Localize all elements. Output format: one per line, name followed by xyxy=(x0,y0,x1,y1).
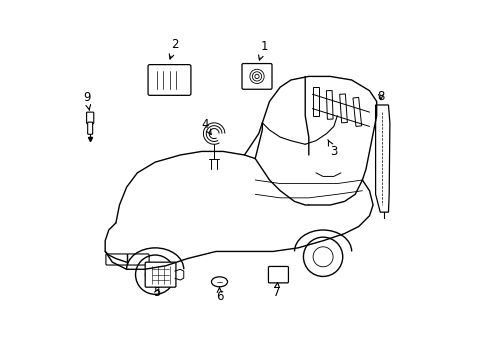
Text: 2: 2 xyxy=(169,38,178,59)
Text: 9: 9 xyxy=(82,91,90,110)
Bar xyxy=(325,90,332,119)
FancyBboxPatch shape xyxy=(145,262,176,287)
Text: 8: 8 xyxy=(377,90,384,103)
Ellipse shape xyxy=(211,277,227,287)
Bar xyxy=(312,87,318,116)
Text: 7: 7 xyxy=(272,283,280,299)
FancyBboxPatch shape xyxy=(86,112,94,123)
Text: 1: 1 xyxy=(258,40,267,60)
Text: 5: 5 xyxy=(153,286,161,299)
FancyBboxPatch shape xyxy=(87,122,93,134)
FancyBboxPatch shape xyxy=(268,266,288,283)
Text: 3: 3 xyxy=(327,140,337,158)
FancyBboxPatch shape xyxy=(148,64,190,95)
Bar xyxy=(339,94,346,123)
Bar xyxy=(352,98,361,126)
Text: 6: 6 xyxy=(215,287,223,303)
Text: 4: 4 xyxy=(201,118,211,134)
FancyBboxPatch shape xyxy=(242,64,271,89)
